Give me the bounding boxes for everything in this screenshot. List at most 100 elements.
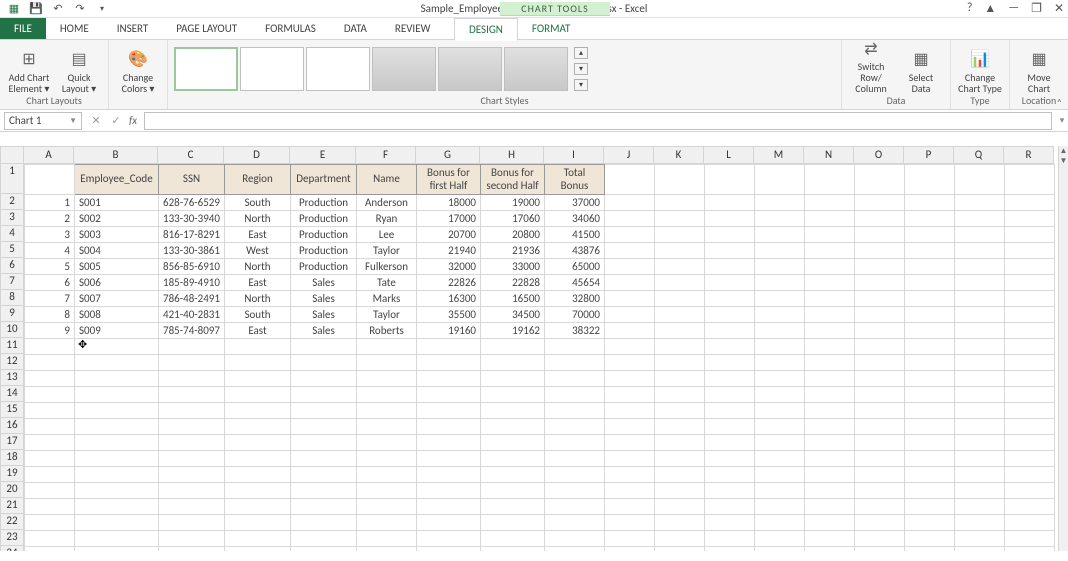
- row-header-19[interactable]: 19: [0, 466, 24, 482]
- cell-K4[interactable]: [655, 227, 705, 243]
- cell-R18[interactable]: [1005, 451, 1055, 467]
- add-chart-element-button[interactable]: ⊞Add ChartElement ▾: [6, 44, 52, 94]
- close-icon[interactable]: ✕: [1054, 1, 1064, 16]
- cell-K21[interactable]: [655, 499, 705, 515]
- cell-B3[interactable]: S002: [75, 211, 159, 227]
- cell-R6[interactable]: [1005, 259, 1055, 275]
- cell-K12[interactable]: [655, 355, 705, 371]
- cell-R11[interactable]: [1005, 339, 1055, 355]
- cell-B16[interactable]: [75, 419, 159, 435]
- cell-O1[interactable]: [855, 165, 905, 195]
- cell-E16[interactable]: [291, 419, 357, 435]
- cell-K17[interactable]: [655, 435, 705, 451]
- cell-G11[interactable]: [417, 339, 481, 355]
- cell-G2[interactable]: 18000: [417, 195, 481, 211]
- cell-F8[interactable]: Marks: [357, 291, 417, 307]
- scroll-down-icon[interactable]: ▼: [1059, 156, 1068, 166]
- cell-F9[interactable]: Taylor: [357, 307, 417, 323]
- column-header-R[interactable]: R: [1004, 146, 1054, 164]
- cell-P9[interactable]: [905, 307, 955, 323]
- cell-Q22[interactable]: [955, 515, 1005, 531]
- cell-N22[interactable]: [805, 515, 855, 531]
- cell-P11[interactable]: [905, 339, 955, 355]
- cell-G23[interactable]: [417, 531, 481, 547]
- cell-L23[interactable]: [705, 531, 755, 547]
- cell-I15[interactable]: [545, 403, 605, 419]
- cell-C17[interactable]: [159, 435, 225, 451]
- cell-F5[interactable]: Taylor: [357, 243, 417, 259]
- cell-G3[interactable]: 17000: [417, 211, 481, 227]
- tab-insert[interactable]: INSERT: [103, 18, 163, 39]
- cell-A20[interactable]: [25, 483, 75, 499]
- cell-R12[interactable]: [1005, 355, 1055, 371]
- cell-Q19[interactable]: [955, 467, 1005, 483]
- cell-N20[interactable]: [805, 483, 855, 499]
- cell-C21[interactable]: [159, 499, 225, 515]
- cell-M11[interactable]: [755, 339, 805, 355]
- cell-M6[interactable]: [755, 259, 805, 275]
- column-header-E[interactable]: E: [290, 146, 356, 164]
- cell-P10[interactable]: [905, 323, 955, 339]
- cell-O3[interactable]: [855, 211, 905, 227]
- cell-C14[interactable]: [159, 387, 225, 403]
- cell-H18[interactable]: [481, 451, 545, 467]
- cell-Q23[interactable]: [955, 531, 1005, 547]
- column-header-O[interactable]: O: [854, 146, 904, 164]
- cell-J20[interactable]: [605, 483, 655, 499]
- cell-P14[interactable]: [905, 387, 955, 403]
- cell-L12[interactable]: [705, 355, 755, 371]
- cell-R22[interactable]: [1005, 515, 1055, 531]
- cell-M10[interactable]: [755, 323, 805, 339]
- cell-P19[interactable]: [905, 467, 955, 483]
- cell-I11[interactable]: [545, 339, 605, 355]
- cell-D3[interactable]: North: [225, 211, 291, 227]
- cell-P22[interactable]: [905, 515, 955, 531]
- cancel-button[interactable]: ✕: [86, 114, 106, 127]
- cell-I1[interactable]: Total Bonus: [545, 165, 605, 195]
- cell-B17[interactable]: [75, 435, 159, 451]
- cell-F19[interactable]: [357, 467, 417, 483]
- cell-P1[interactable]: [905, 165, 955, 195]
- cell-P5[interactable]: [905, 243, 955, 259]
- cell-D9[interactable]: South: [225, 307, 291, 323]
- chart-style-3[interactable]: [306, 47, 370, 91]
- cell-L8[interactable]: [705, 291, 755, 307]
- cell-G16[interactable]: [417, 419, 481, 435]
- cell-O13[interactable]: [855, 371, 905, 387]
- cell-Q18[interactable]: [955, 451, 1005, 467]
- row-header-10[interactable]: 10: [0, 322, 24, 338]
- cell-O21[interactable]: [855, 499, 905, 515]
- cell-G24[interactable]: [417, 547, 481, 552]
- cell-H11[interactable]: [481, 339, 545, 355]
- cell-K10[interactable]: [655, 323, 705, 339]
- cell-M22[interactable]: [755, 515, 805, 531]
- cell-P17[interactable]: [905, 435, 955, 451]
- row-header-18[interactable]: 18: [0, 450, 24, 466]
- cell-D21[interactable]: [225, 499, 291, 515]
- cell-O5[interactable]: [855, 243, 905, 259]
- cell-E9[interactable]: Sales: [291, 307, 357, 323]
- cell-H23[interactable]: [481, 531, 545, 547]
- cell-C15[interactable]: [159, 403, 225, 419]
- cell-Q7[interactable]: [955, 275, 1005, 291]
- cell-Q13[interactable]: [955, 371, 1005, 387]
- cell-E5[interactable]: Production: [291, 243, 357, 259]
- cell-L1[interactable]: [705, 165, 755, 195]
- cell-J17[interactable]: [605, 435, 655, 451]
- row-header-23[interactable]: 23: [0, 530, 24, 546]
- chart-style-2[interactable]: [240, 47, 304, 91]
- cell-M1[interactable]: [755, 165, 805, 195]
- cell-J2[interactable]: [605, 195, 655, 211]
- cell-H1[interactable]: Bonus for second Half: [481, 165, 545, 195]
- cell-C4[interactable]: 816-17-8291: [159, 227, 225, 243]
- cell-H19[interactable]: [481, 467, 545, 483]
- cell-L5[interactable]: [705, 243, 755, 259]
- row-header-21[interactable]: 21: [0, 498, 24, 514]
- cell-A14[interactable]: [25, 387, 75, 403]
- cell-A15[interactable]: [25, 403, 75, 419]
- cell-I5[interactable]: 43876: [545, 243, 605, 259]
- cell-L7[interactable]: [705, 275, 755, 291]
- cell-C20[interactable]: [159, 483, 225, 499]
- cell-O23[interactable]: [855, 531, 905, 547]
- cell-R5[interactable]: [1005, 243, 1055, 259]
